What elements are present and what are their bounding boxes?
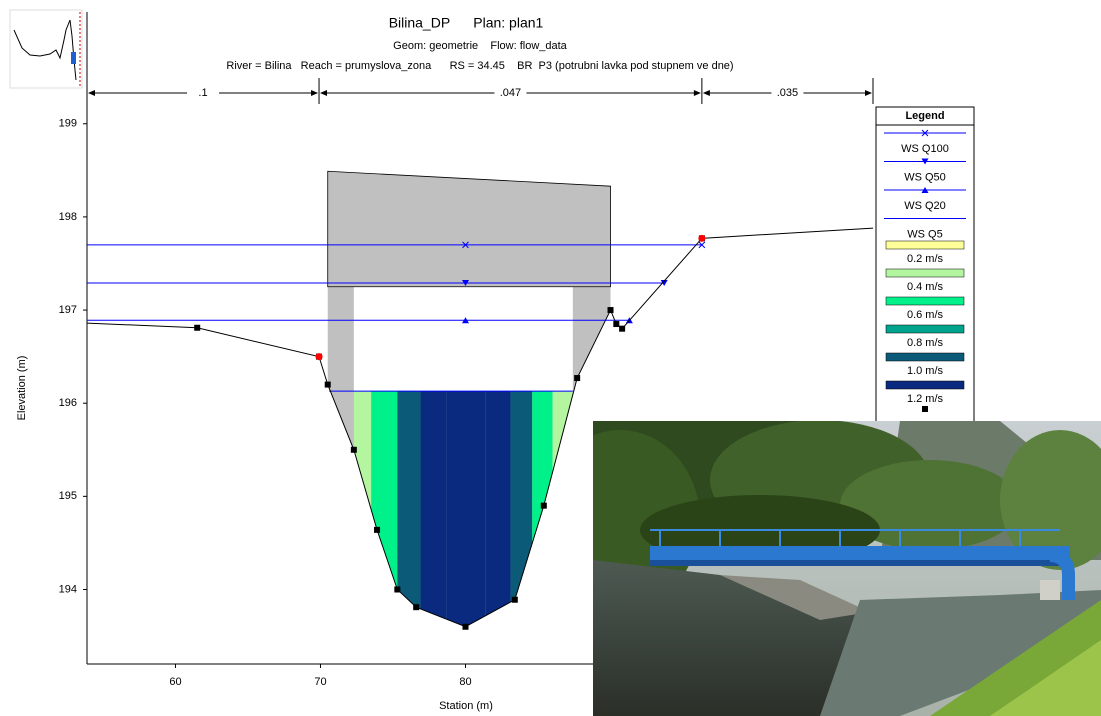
y-tick-label: 196 <box>59 397 77 409</box>
y-tick-label: 199 <box>59 118 77 130</box>
legend-swatch <box>886 381 964 389</box>
y-tick-label: 197 <box>59 304 77 316</box>
ground-point <box>541 503 547 509</box>
legend-swatch <box>886 241 964 249</box>
manning-label: .035 <box>777 87 798 99</box>
bank-station <box>316 353 323 360</box>
arrow-head <box>311 90 318 96</box>
ground-point <box>194 325 200 331</box>
x-tick-label: 60 <box>169 676 181 688</box>
chart: Bilina_DP Plan: plan1 Geom: geometrie Fl… <box>0 0 1101 716</box>
ground-point <box>574 375 580 381</box>
legend-swatch <box>886 353 964 361</box>
legend-label: 1.2 m/s <box>907 393 944 405</box>
ground-point <box>462 624 468 630</box>
chart-description: River = Bilina Reach = prumyslova_zona R… <box>226 60 733 72</box>
y-tick-label: 195 <box>59 490 77 502</box>
x-axis-label: Station (m) <box>439 700 493 712</box>
ground-point <box>374 527 380 533</box>
bridge-deck <box>328 171 611 286</box>
legend-swatch <box>886 269 964 277</box>
bridge-opening <box>354 287 573 391</box>
velocity-strip <box>397 391 420 664</box>
legend-swatch <box>886 325 964 333</box>
legend-swatch <box>886 297 964 305</box>
x-tick-label: 70 <box>314 676 326 688</box>
velocity-strip <box>354 391 371 664</box>
ground-point <box>325 382 331 388</box>
ground-point <box>613 321 619 327</box>
velocity-strip <box>486 391 511 664</box>
chart-subtitle: Geom: geometrie Flow: flow_data <box>393 40 568 52</box>
photo <box>540 400 1101 716</box>
arrow-head <box>703 90 710 96</box>
arrow-head <box>320 90 327 96</box>
legend-ground-marker <box>922 406 928 412</box>
ground-point <box>394 586 400 592</box>
legend-label: 0.4 m/s <box>907 281 944 293</box>
velocity-strip <box>510 391 532 664</box>
legend-label: WS Q50 <box>904 171 946 183</box>
y-tick-label: 194 <box>59 583 77 595</box>
bank-station <box>698 235 705 242</box>
ground-point <box>608 307 614 313</box>
velocity-strip <box>421 391 447 664</box>
arrow-head <box>88 90 95 96</box>
legend-label: WS Q20 <box>904 200 946 212</box>
y-axis-label: Elevation (m) <box>16 356 28 421</box>
manning-label: .1 <box>198 87 207 99</box>
x-tick-label: 80 <box>459 676 471 688</box>
legend-label: 0.8 m/s <box>907 337 944 349</box>
legend-label: WS Q5 <box>907 228 942 240</box>
legend-title: Legend <box>905 110 944 122</box>
ground-point <box>619 326 625 332</box>
ground-point <box>512 597 518 603</box>
legend-label: 0.2 m/s <box>907 253 944 265</box>
manning-label: .047 <box>500 87 521 99</box>
legend-label: 1.0 m/s <box>907 365 944 377</box>
ground-point <box>413 604 419 610</box>
velocity-strip <box>447 391 486 664</box>
arrow-head <box>694 90 701 96</box>
thumbnail <box>10 10 82 88</box>
ground-point <box>351 447 357 453</box>
arrow-head <box>865 90 872 96</box>
legend-label: 0.6 m/s <box>907 309 944 321</box>
legend-label: WS Q100 <box>901 143 949 155</box>
velocity-strip <box>532 391 552 664</box>
y-tick-label: 198 <box>59 211 77 223</box>
chart-title: Bilina_DP Plan: plan1 <box>389 15 544 31</box>
